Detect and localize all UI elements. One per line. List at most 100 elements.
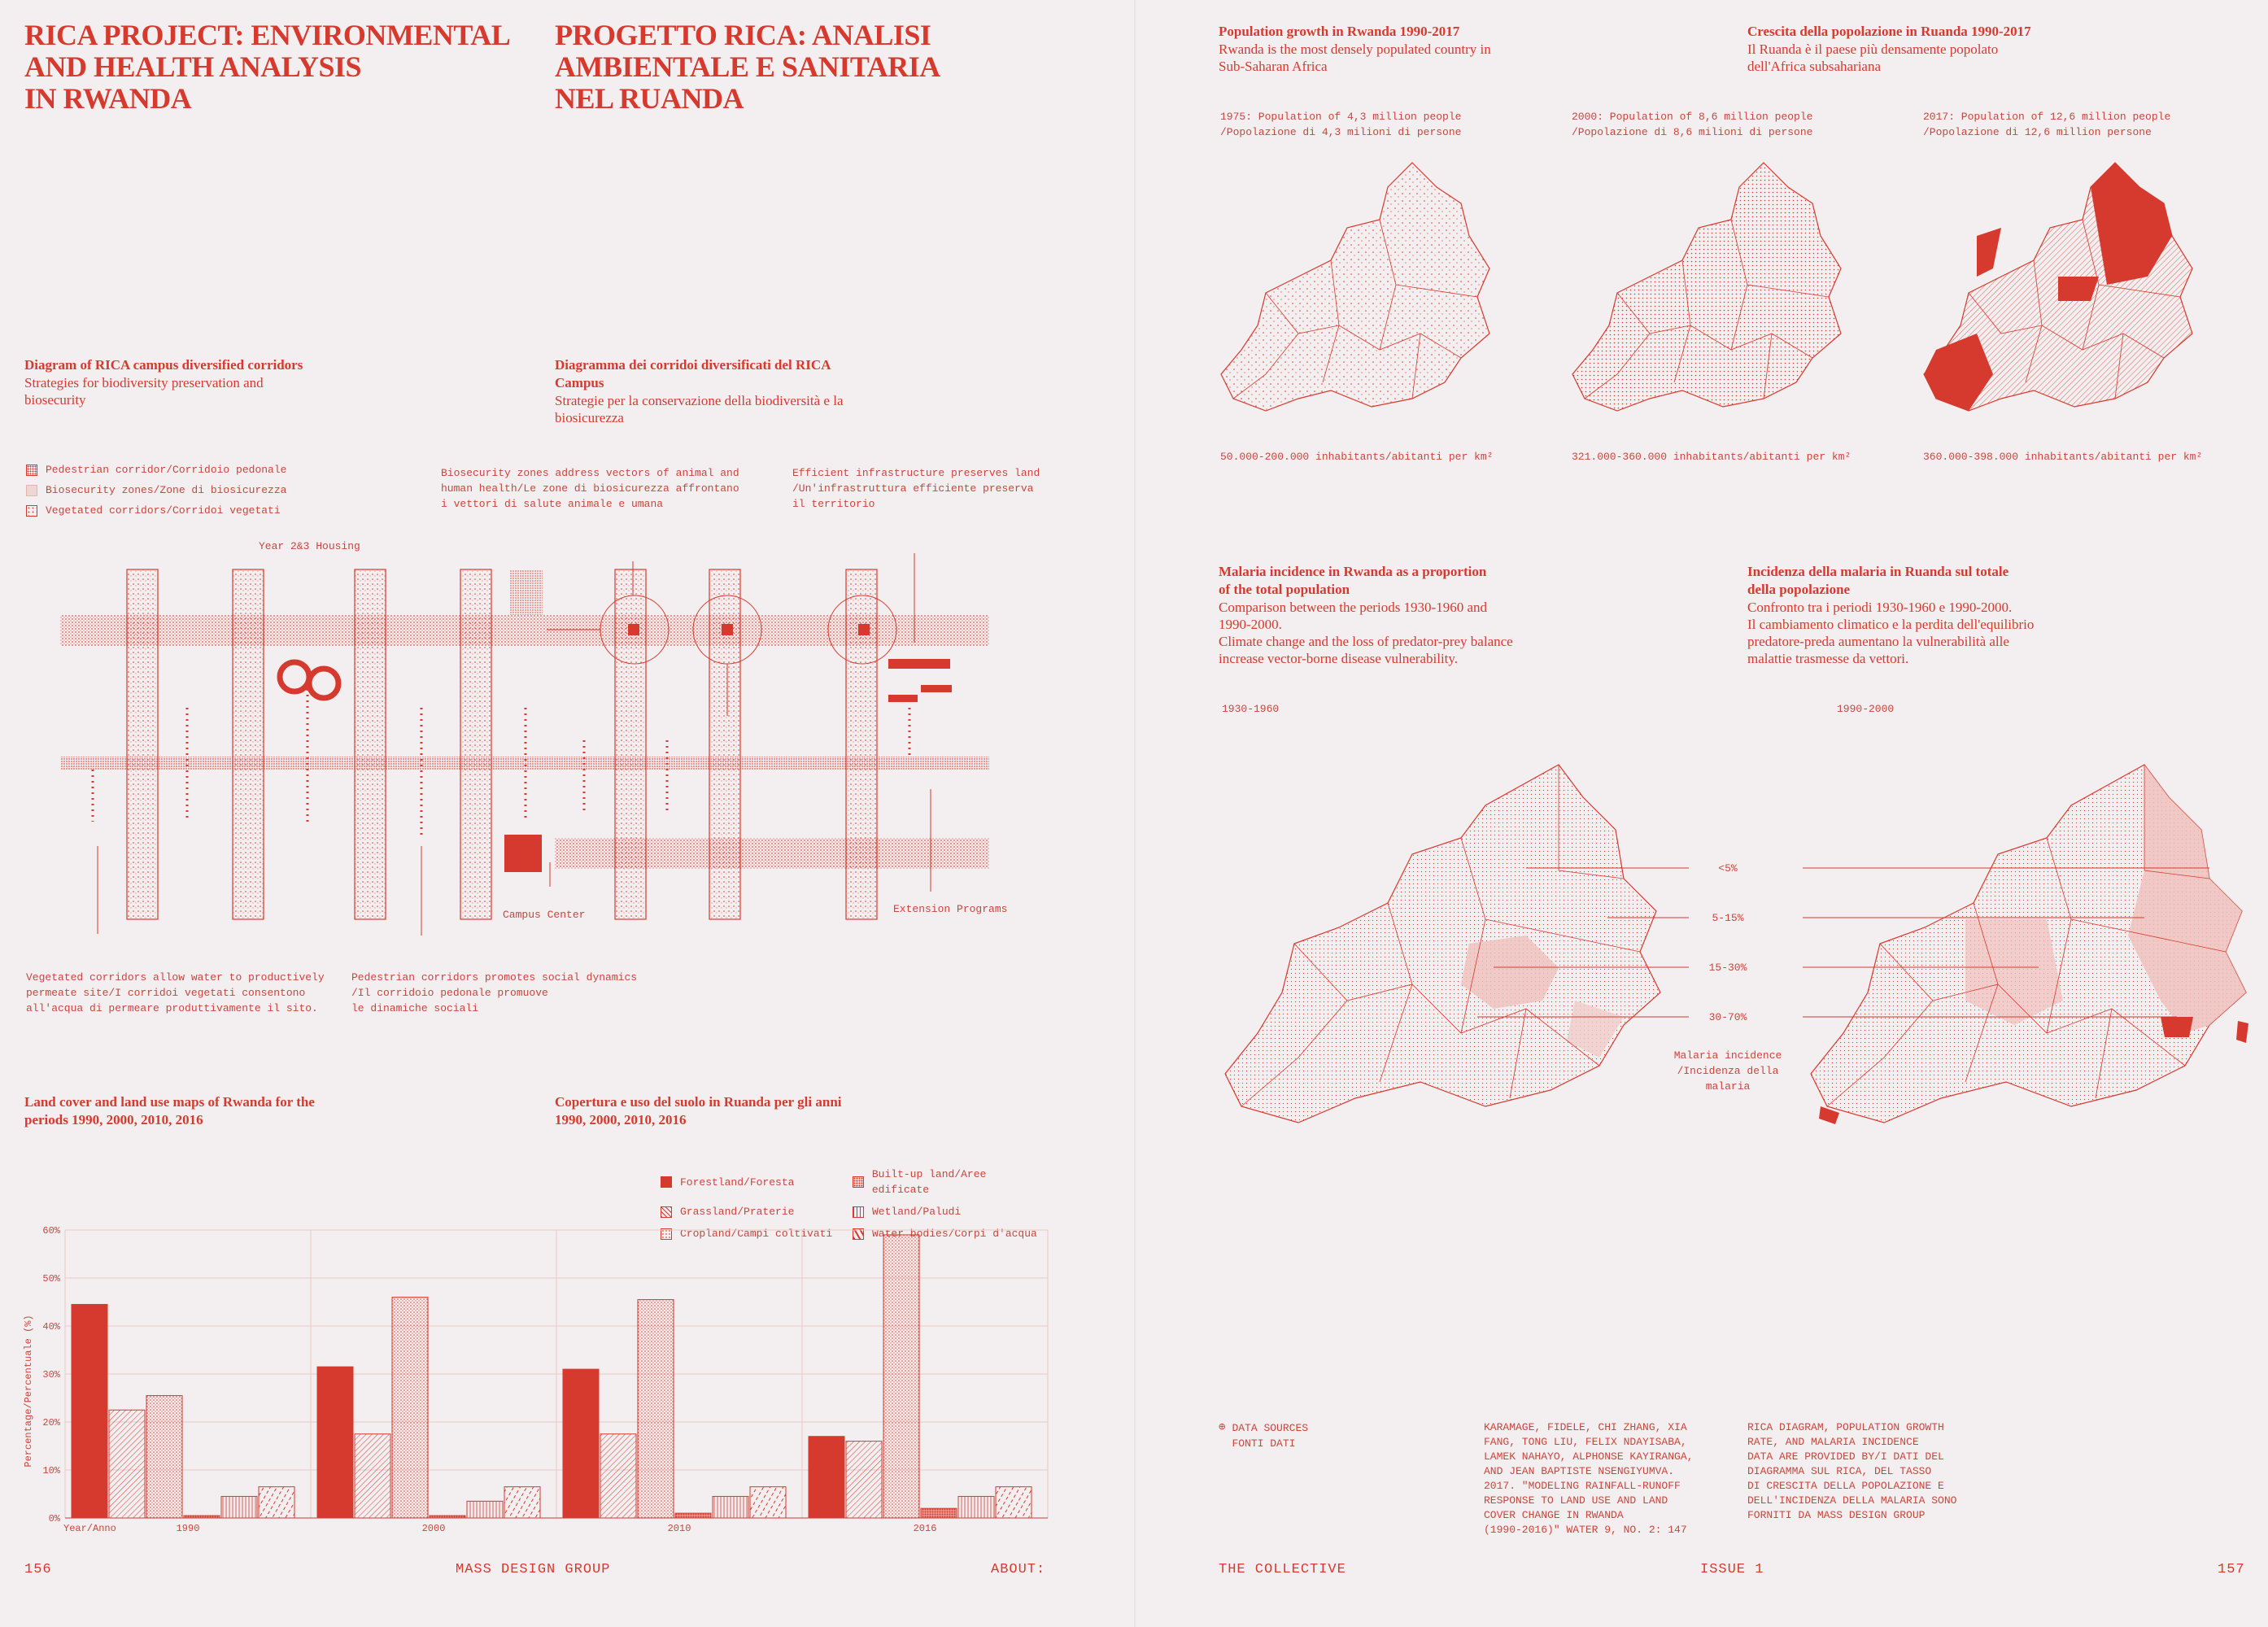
bar-dense-2000 [429,1515,466,1519]
bar-dots-2010 [637,1299,674,1519]
landcover-bar-chart: 0% 10% 20% 30% 40% 50% 60% 1990 2000 2010 2016 Year… [23,1225,1049,1534]
bar-wet-2000 [466,1500,504,1519]
map-1975 [1220,162,1490,412]
landcover-caption-it: Copertura e uso del suolo in Ruanda per … [555,1094,842,1128]
bar-dots-2000 [391,1297,429,1519]
malaria-caption-en: Malaria incidence in Rwanda as a proport… [1219,564,1513,666]
legend-swatch-grassland [661,1206,672,1218]
note-infrastructure: Efficient infrastructure preserves land /… [792,467,1040,510]
page-number-left: 156 [24,1562,52,1577]
map-2000 [1572,162,1842,412]
pop-caption-it: Crescita della popolazione in Ruanda 199… [1747,24,2031,74]
footer-publisher: MASS DESIGN GROUP [456,1562,611,1577]
y-tick-label: 50% [42,1273,60,1285]
biosecurity-markers [628,624,870,635]
bar-wet-1990 [220,1495,258,1519]
pedestrian-corridor-top [60,615,989,646]
legend-swatch-vegetated [26,504,37,517]
legend-swatch-water [853,1228,864,1240]
diagram-caption-it: Diagramma dei corridoi diversificati del… [555,357,844,425]
map-caption-2017: 2017: Population of 12,6 million people /… [1923,111,2171,138]
chart-labels: 0% 10% 20% 30% 40% 50% 60% 1990 2000 2010 2016 Year… [23,1225,936,1534]
malaria-caption-it: Incidenza della malaria in Ruanda sul to… [1747,564,2035,666]
note-biosecurity: Biosecurity zones address vectors of ani… [441,467,739,510]
infrastructure-bars [888,659,952,702]
bar-dense-1990 [183,1515,220,1519]
legend-swatch-forest [661,1176,672,1188]
footer-issue: ISSUE 1 [1700,1562,1764,1577]
bar-solid-1990 [71,1303,108,1519]
pedestrian-corridor-middle [60,757,989,770]
x-tick-label: 2010 [668,1523,691,1534]
page-number-right: 157 [2218,1562,2245,1577]
bar-water-2016 [995,1486,1032,1519]
bar-hatch-2010 [600,1433,637,1519]
footer-collective: THE COLLECTIVE [1219,1562,1346,1577]
y-tick-label: 20% [42,1417,60,1429]
pedestrian-corridor-lower [555,838,989,869]
malaria-level-1: <5% [1718,862,1738,875]
malaria-legend-title: Malaria incidence/Incidenza della malaria [1673,1049,1782,1093]
crosshair-icon: ⊕ [1219,1421,1226,1434]
bar-water-1990 [258,1486,295,1519]
chart-bars [71,1234,1032,1519]
y-tick-label: 30% [42,1369,60,1381]
bar-hatch-2016 [845,1441,883,1519]
data-sources-reference: KARAMAGE, FIDELE, CHI ZHANG, XIA FANG, TO… [1484,1421,1694,1536]
dotted-branches [91,683,911,838]
x-tick-label: 2000 [422,1523,446,1534]
legend-swatch-cropland [661,1228,672,1240]
malaria-level-2: 5-15% [1712,912,1744,924]
density-2000: 321.000-360.000 inhabitants/abitanti per… [1572,451,1851,463]
bar-dense-2016 [920,1507,957,1519]
y-tick-label: 60% [42,1225,60,1237]
footer-about: ABOUT: [991,1562,1046,1577]
diagram-caption-en: Diagram of RICA campus diversified corri… [24,357,303,408]
malaria-maps [1224,764,2248,1124]
period-1930-1960: 1930-1960 [1222,703,1280,715]
map-caption-2000: 2000: Population of 8,6 million people/P… [1572,111,1813,138]
note-vegetated: Vegetated corridors allow water to produ… [26,971,325,1014]
bar-solid-2000 [316,1366,354,1519]
housing-loop-symbol [277,659,342,701]
bar-water-2010 [749,1486,787,1519]
landcover-caption-en: Land cover and land use maps of Rwanda f… [24,1094,315,1128]
y-tick-label: 40% [42,1321,60,1333]
bar-dots-2016 [883,1234,920,1519]
label-extension-programs: Extension Programs [893,903,1008,915]
malaria-level-4: 30-70% [1708,1011,1747,1023]
density-1975: 50.000-200.000 inhabitants/abitanti per … [1220,451,1494,463]
period-1990-2000: 1990-2000 [1837,703,1895,715]
legend-swatch-pedestrian [26,464,37,476]
campus-corridor-diagram [60,553,989,936]
map-2017 [1923,162,2193,412]
map-caption-1975: 1975: Population of 4,3 million people/P… [1220,111,1462,138]
bar-dense-2010 [674,1512,712,1519]
y-tick-label: 10% [42,1465,60,1477]
bar-hatch-2000 [354,1433,391,1519]
page-gutter [1134,0,1136,1627]
legend-swatch-wetland [853,1206,864,1218]
bar-dots-1990 [146,1395,183,1519]
bar-wet-2010 [712,1495,749,1519]
bar-solid-2010 [562,1368,600,1519]
pop-caption-en: Population growth in Rwanda 1990-2017 Rw… [1219,24,1491,74]
x-tick-label: 1990 [177,1523,200,1534]
label-campus-center: Campus Center [503,909,586,921]
housing-block [510,569,543,615]
legend-swatch-biosecurity [26,484,37,496]
bar-wet-2016 [957,1495,995,1519]
diagram-legend: Pedestrian corridor/Corridoio pedonale B… [26,462,286,523]
y-axis-label: Percentage/Percentuale (%) [23,1315,34,1467]
title-en: RICA PROJECT: ENVIRONMENTAL AND HEALTH AN… [24,19,511,115]
density-2017: 360.000-398.000 inhabitants/abitanti per… [1923,451,2203,463]
title-it: PROGETTO RICA: ANALISI AMBIENTALE E SANIT… [555,19,940,115]
legend-swatch-builtup [853,1176,864,1188]
label-housing: Year 2&3 Housing [259,540,360,552]
bar-solid-2016 [808,1436,845,1519]
leader-lines [97,553,931,936]
note-pedestrian: Pedestrian corridors promotes social dyn… [351,971,638,1014]
malaria-map-1930-1960 [1224,764,1661,1123]
malaria-map-1990-2000 [1810,764,2248,1124]
malaria-level-3: 15-30% [1708,962,1747,974]
